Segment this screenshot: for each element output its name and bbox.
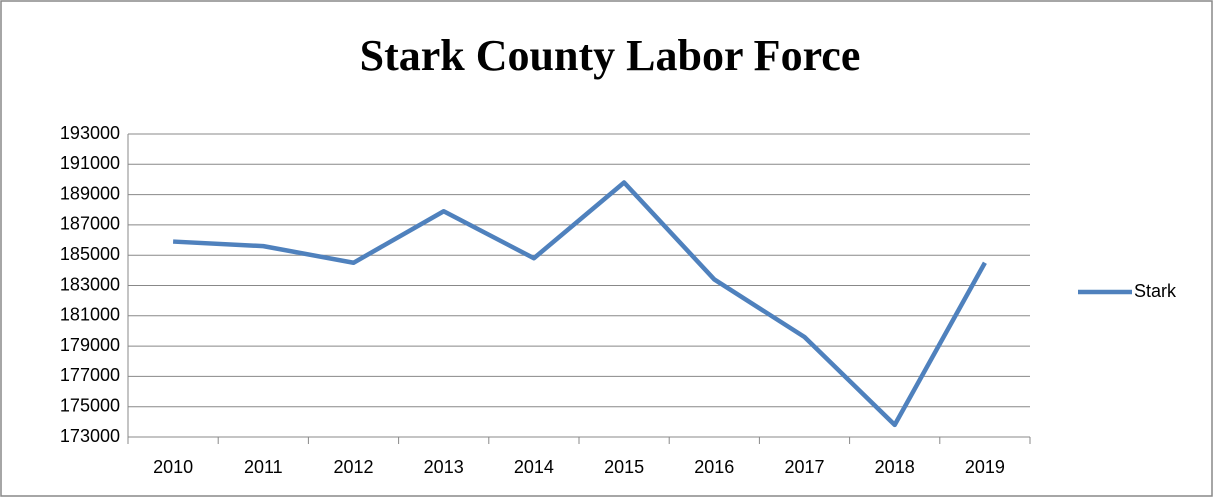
x-tick-label: 2013 [424, 457, 464, 477]
x-tick-label: 2015 [604, 457, 644, 477]
line-series [172, 180, 987, 428]
x-tick-label: 2019 [965, 457, 1005, 477]
legend-label: Stark [1134, 281, 1177, 301]
y-tick-label: 183000 [60, 274, 120, 294]
y-tick-label: 179000 [60, 335, 120, 355]
y-tick-label: 181000 [60, 305, 120, 325]
x-tick-label: 2012 [333, 457, 373, 477]
x-tick-label: 2014 [514, 457, 554, 477]
y-tick-label: 185000 [60, 244, 120, 264]
x-tick-label: 2018 [875, 457, 915, 477]
y-tick-label: 191000 [60, 153, 120, 173]
y-tick-label: 173000 [60, 426, 120, 446]
x-tick-label: 2011 [244, 457, 283, 477]
x-tick-label: 2010 [153, 457, 193, 477]
x-tick-label: 2017 [784, 457, 824, 477]
y-tick-label: 177000 [60, 365, 120, 385]
y-tick-label: 193000 [60, 123, 120, 143]
y-tick-label: 175000 [60, 395, 120, 415]
chart-title: Stark County Labor Force [360, 31, 861, 80]
x-tick-label: 2016 [694, 457, 734, 477]
y-tick-label: 189000 [60, 183, 120, 203]
y-tick-label: 187000 [60, 214, 120, 234]
